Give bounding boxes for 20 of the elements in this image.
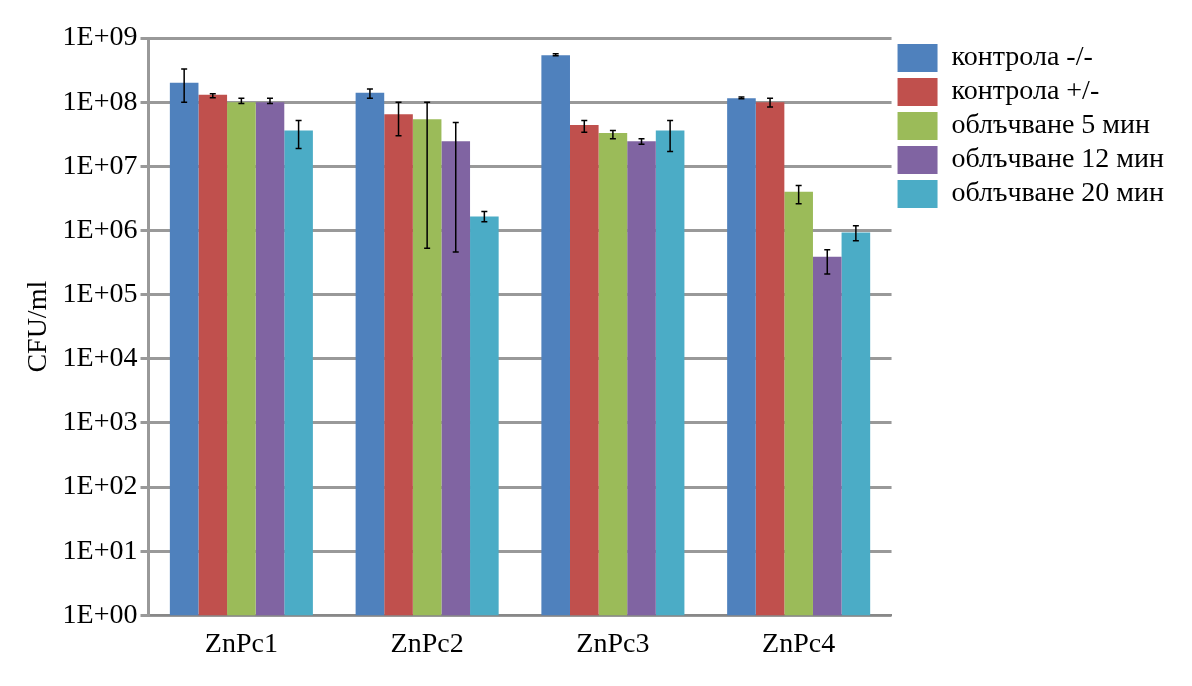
- x-tick-label: ZnPc2: [390, 626, 464, 658]
- legend-label: облъчване 12 мин: [951, 142, 1165, 174]
- x-tick-label: ZnPc3: [576, 626, 650, 658]
- legend-label: контрола -/-: [951, 40, 1093, 72]
- y-tick-label: 1E+06: [62, 212, 138, 244]
- y-tick-label: 1E+05: [62, 276, 138, 308]
- y-tick-label: 1E+04: [62, 341, 138, 373]
- x-tick-label: ZnPc1: [204, 626, 278, 658]
- y-tick-label: 1E+08: [62, 84, 138, 116]
- y-tick-label: 1E+09: [62, 20, 138, 52]
- legend-label: контрола +/-: [951, 74, 1100, 106]
- legend-label: облъчване 5 мин: [951, 108, 1151, 140]
- y-tick-label: 1E+07: [62, 148, 138, 180]
- y-axis-title: CFU/ml: [21, 280, 53, 373]
- x-tick-label: ZnPc4: [762, 626, 836, 658]
- y-tick-label: 1E+01: [62, 533, 138, 565]
- y-tick-label: 1E+02: [62, 469, 138, 501]
- y-tick-label: 1E+00: [62, 597, 138, 629]
- y-tick-label: 1E+03: [62, 405, 138, 437]
- legend-label: облъчване 20 мин: [951, 176, 1165, 208]
